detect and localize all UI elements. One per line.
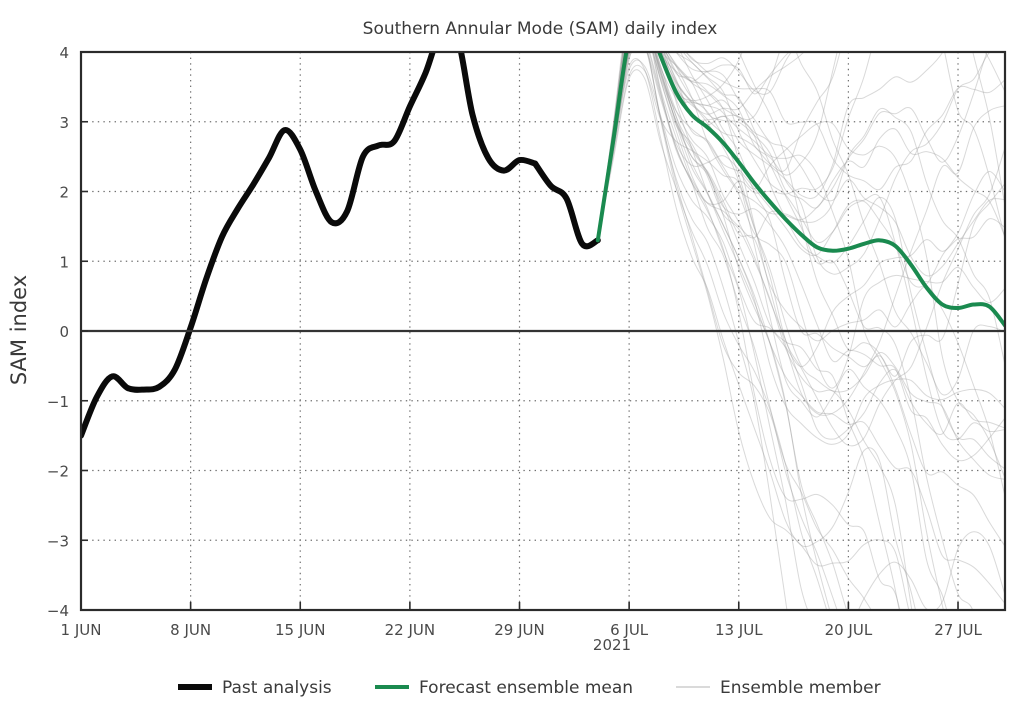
series-line — [81, 52, 539, 439]
x-tick-label: 8 JUN — [170, 621, 211, 639]
ensemble-member-line — [597, 52, 1005, 416]
ensemble-member-line — [597, 52, 974, 610]
ensemble-member-line — [597, 52, 944, 241]
legend-label: Forecast ensemble mean — [419, 678, 633, 698]
ensemble-member-line — [597, 52, 1005, 479]
ensemble-member-line — [597, 52, 1005, 441]
series-line — [532, 160, 601, 250]
x-tick-labels: 1 JUN 8 JUN 15 JUN 22 JUN 29 JUN 6 JUL 13 JUL 2… — [61, 621, 983, 639]
legend-label: Ensemble member — [720, 678, 881, 698]
ensemble-member-line — [597, 52, 988, 241]
x-tick-label: 13 JUL — [715, 621, 763, 639]
ensemble-member-line — [597, 52, 1005, 604]
x-axis-label: 2021 — [593, 636, 631, 654]
ensemble-member-line — [597, 52, 872, 610]
x-tick-label: 27 JUL — [934, 621, 982, 639]
ensemble-member-line — [597, 52, 805, 241]
y-tick-label: −2 — [47, 463, 69, 481]
y-tick-label: 4 — [59, 44, 69, 62]
x-tick-label: 6 JUL — [610, 621, 649, 639]
ensemble-member-line — [597, 52, 1005, 547]
ensemble-member-line — [597, 52, 1005, 365]
ensemble-member-line — [597, 58, 917, 610]
y-tick-label: −4 — [47, 602, 69, 620]
ensemble-member-line — [597, 52, 872, 241]
y-tick-label: −1 — [47, 393, 69, 411]
y-tick-label: 0 — [59, 323, 69, 341]
x-tick-label: 15 JUN — [275, 621, 325, 639]
ensemble-member-line — [597, 52, 1005, 377]
ensemble-member-line — [597, 52, 1005, 462]
x-tick-label: 29 JUN — [494, 621, 544, 639]
ensemble-member-line — [597, 52, 1005, 440]
ensemble-member-line — [597, 52, 991, 275]
y-tick-label: 2 — [59, 184, 69, 202]
ensemble-member-line — [597, 52, 841, 241]
ensemble-member-line — [597, 52, 1005, 396]
y-tick-label: 1 — [59, 253, 69, 271]
ensemble-member-line — [597, 52, 1005, 389]
ensemble-member-line — [597, 64, 1005, 480]
ensemble-member-line — [597, 52, 901, 610]
ensemble-member-line — [597, 52, 1005, 277]
data-series — [81, 52, 1005, 439]
ensemble-member-line — [597, 52, 900, 610]
ensemble-member-line — [597, 52, 838, 610]
ensemble-member-line — [597, 52, 910, 610]
x-tick-label: 20 JUL — [825, 621, 873, 639]
ensemble-member-line — [597, 69, 828, 610]
ensemble-member-line — [597, 52, 1005, 241]
ensemble-member-line — [597, 52, 1005, 288]
plot-frame — [79, 50, 1007, 612]
x-tick-label: 22 JUN — [385, 621, 435, 639]
ensemble-member-line — [597, 52, 948, 610]
y-tick-label: 3 — [59, 114, 69, 132]
ensemble-member-line — [597, 52, 831, 610]
ensemble-member-line — [597, 59, 1005, 368]
ensemble-member-line — [597, 52, 788, 610]
series-line — [595, 52, 1005, 328]
chart-legend: Past analysis Forecast ensemble mean Ensem… — [178, 678, 881, 698]
x-tick-label: 1 JUN — [61, 621, 102, 639]
ensemble-member-line — [597, 52, 913, 610]
ensemble-member-line — [597, 52, 1005, 610]
chart-title: Southern Annular Mode (SAM) daily index — [363, 19, 718, 39]
ensemble-member-line — [597, 52, 848, 610]
y-tick-label: −3 — [47, 532, 69, 550]
y-axis-label: SAM index — [7, 275, 31, 385]
y-tick-labels: −4 −3 −2 −1 0 1 2 3 4 — [47, 44, 69, 620]
ensemble-members — [597, 52, 1005, 610]
ensemble-member-line — [597, 52, 1005, 241]
ensemble-member-line — [597, 52, 1005, 470]
ensemble-member-line — [597, 52, 1005, 445]
legend-label: Past analysis — [222, 678, 332, 698]
grid-lines — [81, 52, 1005, 610]
